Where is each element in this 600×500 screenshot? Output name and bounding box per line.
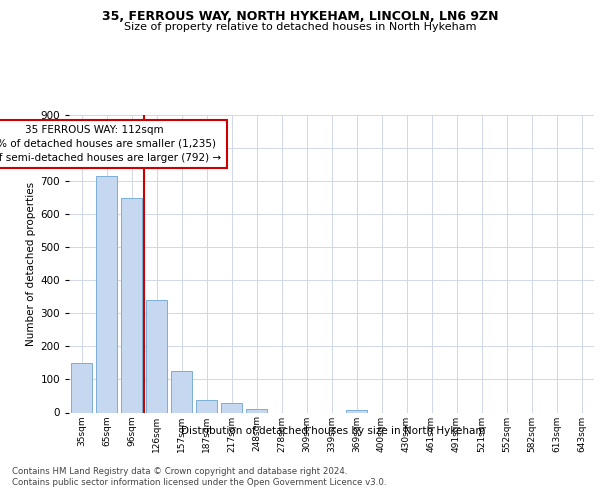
Bar <box>246 409 267 412</box>
Bar <box>121 198 142 412</box>
Bar <box>196 400 217 412</box>
Text: Contains HM Land Registry data © Crown copyright and database right 2024.
Contai: Contains HM Land Registry data © Crown c… <box>12 468 386 487</box>
Text: 35, FERROUS WAY, NORTH HYKEHAM, LINCOLN, LN6 9ZN: 35, FERROUS WAY, NORTH HYKEHAM, LINCOLN,… <box>102 10 498 23</box>
Text: Size of property relative to detached houses in North Hykeham: Size of property relative to detached ho… <box>124 22 476 32</box>
Text: Distribution of detached houses by size in North Hykeham: Distribution of detached houses by size … <box>181 426 485 436</box>
Y-axis label: Number of detached properties: Number of detached properties <box>26 182 36 346</box>
Bar <box>171 371 192 412</box>
Bar <box>346 410 367 412</box>
Bar <box>146 300 167 412</box>
Bar <box>221 403 242 412</box>
Bar <box>71 363 92 412</box>
Bar <box>96 176 117 412</box>
Text: 35 FERROUS WAY: 112sqm
← 60% of detached houses are smaller (1,235)
38% of semi-: 35 FERROUS WAY: 112sqm ← 60% of detached… <box>0 125 221 163</box>
